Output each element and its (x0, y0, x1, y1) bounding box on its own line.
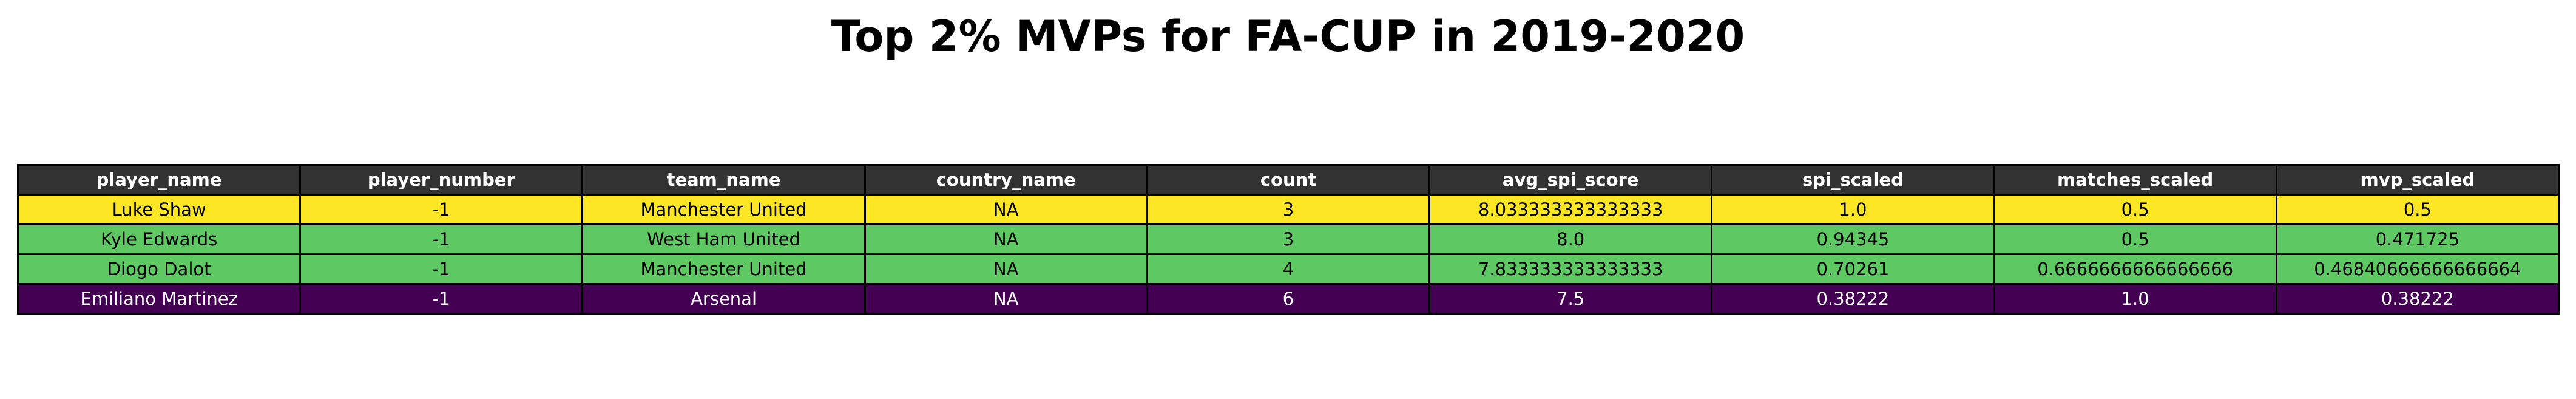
table-cell: 3 (1146, 194, 1431, 225)
table-cell: NA (864, 223, 1148, 255)
table-cell: Luke Shaw (16, 194, 302, 225)
table-cell: -1 (299, 223, 584, 255)
table-row: Luke Shaw -1 Manchester United NA 3 8.03… (16, 194, 2560, 225)
column-header: mvp_scaled (2275, 164, 2560, 196)
table-cell: 7.5 (1428, 283, 1713, 315)
table-cell: Manchester United (581, 253, 866, 285)
table-cell: 3 (1146, 223, 1431, 255)
column-header: player_number (299, 164, 584, 196)
table-cell: 0.5 (1993, 223, 2277, 255)
column-header: spi_scaled (1711, 164, 1995, 196)
table-cell: NA (864, 194, 1148, 225)
table-cell: Emiliano Martinez (16, 283, 302, 315)
table-cell: 0.471725 (2275, 223, 2560, 255)
table-cell: 0.5 (1993, 194, 2277, 225)
table-cell: 0.46840666666666664 (2275, 253, 2560, 285)
column-header: matches_scaled (1993, 164, 2277, 196)
table-cell: 6 (1146, 283, 1431, 315)
mvp-table: player_name player_number team_name coun… (16, 164, 2560, 315)
column-header: count (1146, 164, 1431, 196)
table-cell: -1 (299, 194, 584, 225)
chart-title: Top 2% MVPs for FA-CUP in 2019-2020 (831, 12, 1745, 61)
table-cell: -1 (299, 253, 584, 285)
mvp-table-container: player_name player_number team_name coun… (16, 164, 2560, 315)
table-cell: 0.70261 (1711, 253, 1995, 285)
table-cell: NA (864, 283, 1148, 315)
column-header: avg_spi_score (1428, 164, 1713, 196)
table-cell: -1 (299, 283, 584, 315)
table-cell: 0.94345 (1711, 223, 1995, 255)
column-header: country_name (864, 164, 1148, 196)
table-row: Emiliano Martinez -1 Arsenal NA 6 7.5 0.… (16, 283, 2560, 315)
table-header-row: player_name player_number team_name coun… (16, 164, 2560, 196)
table-cell: 1.0 (1993, 283, 2277, 315)
table-cell: 0.38222 (2275, 283, 2560, 315)
table-cell: NA (864, 253, 1148, 285)
table-cell: 7.833333333333333 (1428, 253, 1713, 285)
table-cell: Diogo Dalot (16, 253, 302, 285)
table-cell: West Ham United (581, 223, 866, 255)
table-cell: Kyle Edwards (16, 223, 302, 255)
table-cell: 1.0 (1711, 194, 1995, 225)
table-cell: Arsenal (581, 283, 866, 315)
table-row: Diogo Dalot -1 Manchester United NA 4 7.… (16, 253, 2560, 285)
table-cell: 0.5 (2275, 194, 2560, 225)
column-header: player_name (16, 164, 302, 196)
table-cell: 4 (1146, 253, 1431, 285)
table-cell: 8.0 (1428, 223, 1713, 255)
table-row: Kyle Edwards -1 West Ham United NA 3 8.0… (16, 223, 2560, 255)
column-header: team_name (581, 164, 866, 196)
table-cell: 8.033333333333333 (1428, 194, 1713, 225)
table-cell: 0.6666666666666666 (1993, 253, 2277, 285)
table-cell: 0.38222 (1711, 283, 1995, 315)
table-cell: Manchester United (581, 194, 866, 225)
